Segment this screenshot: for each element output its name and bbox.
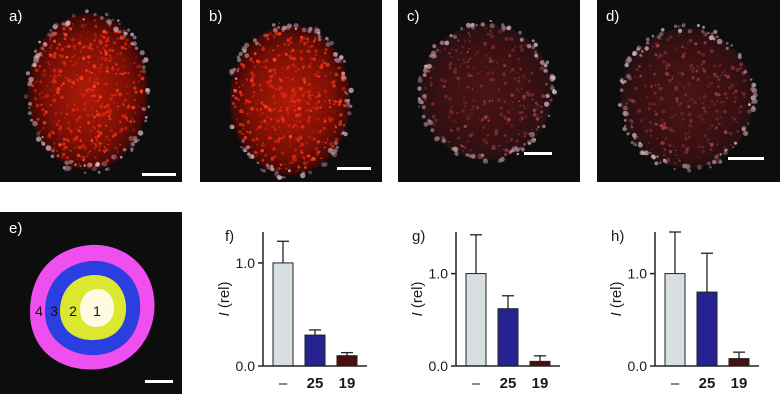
cell-rim bbox=[618, 23, 758, 173]
chart-label-f: f) bbox=[225, 228, 235, 245]
micrograph-a: a) bbox=[0, 0, 182, 182]
scale-bar-e bbox=[145, 380, 173, 383]
zone-1-core bbox=[80, 289, 114, 327]
x-tick-label: – bbox=[279, 375, 288, 392]
fluorescence-speckle bbox=[625, 32, 750, 165]
zone-rings bbox=[30, 244, 155, 370]
scale-bar-c bbox=[524, 152, 552, 155]
bar-19 bbox=[728, 358, 750, 367]
chart-f-svg: 0.0 1.0I (rel) – 25 19 bbox=[216, 232, 367, 392]
bar-– bbox=[664, 273, 686, 367]
micrograph-b: b) bbox=[200, 0, 382, 182]
micrograph-d: d) bbox=[597, 0, 780, 182]
zone-label-4: 4 bbox=[35, 303, 43, 319]
bar-chart-g: g) 0.0 1.0 I (rel) – 25 19 bbox=[398, 212, 578, 400]
y-tick-label: 0.0 bbox=[236, 358, 256, 374]
bar-25 bbox=[497, 308, 519, 367]
chart-h-svg: 0.0 1.0I (rel) – 25 19 bbox=[608, 231, 759, 392]
zone-label-1: 1 bbox=[93, 303, 101, 319]
y-axis-label: I (rel) bbox=[409, 281, 426, 316]
scale-bar-d bbox=[728, 157, 764, 160]
bar-19 bbox=[336, 355, 358, 367]
cell-rim bbox=[229, 22, 354, 181]
y-tick-label: 1.0 bbox=[628, 266, 648, 282]
bar-25 bbox=[696, 291, 718, 367]
spheroid-b bbox=[229, 22, 354, 181]
x-tick-label: – bbox=[671, 375, 680, 392]
y-tick-label: 0.0 bbox=[429, 358, 449, 374]
spheroid-a bbox=[23, 9, 151, 174]
fluorescence-speckle bbox=[233, 30, 346, 172]
spheroid-body bbox=[621, 28, 753, 168]
chart-label-h: h) bbox=[611, 228, 625, 245]
bar-chart-h: h) 0.0 1.0 I (rel) – 25 19 bbox=[597, 212, 780, 400]
x-tick-label: 25 bbox=[500, 375, 517, 392]
bar-chart-f: f) 0.0 1.0 I (rel) – 25 19 bbox=[205, 212, 385, 400]
fluorescence-speckle bbox=[31, 17, 145, 166]
chart-label-g: g) bbox=[412, 228, 426, 245]
y-tick-label: 0.0 bbox=[628, 358, 648, 374]
spheroid-d bbox=[618, 23, 758, 173]
x-tick-label: 25 bbox=[699, 375, 716, 392]
spheroid-c bbox=[417, 19, 557, 164]
panel-label-a: a) bbox=[9, 8, 23, 25]
zone-map-e: e) 1 2 3 4 bbox=[0, 212, 182, 394]
zone-label-2: 2 bbox=[69, 303, 77, 319]
bar-25 bbox=[304, 334, 326, 367]
panel-label-e: e) bbox=[9, 220, 23, 237]
scale-bar-b bbox=[337, 167, 371, 170]
x-tick-label: 19 bbox=[731, 375, 748, 392]
y-tick-label: 1.0 bbox=[429, 266, 449, 282]
spheroid-body bbox=[420, 24, 552, 160]
cell-rim bbox=[417, 19, 557, 164]
zone-label-3: 3 bbox=[50, 303, 58, 319]
scale-bar-a bbox=[142, 173, 176, 176]
y-axis-label: I (rel) bbox=[216, 281, 233, 316]
bar-– bbox=[272, 262, 294, 367]
chart-g-svg: 0.0 1.0I (rel) – 25 19 bbox=[409, 232, 560, 392]
panel-label-d: d) bbox=[606, 8, 620, 25]
cell-rim bbox=[23, 9, 151, 174]
y-tick-label: 1.0 bbox=[236, 255, 256, 271]
micrograph-c: c) bbox=[398, 0, 580, 182]
y-axis-label: I (rel) bbox=[608, 281, 625, 316]
spheroid-body bbox=[28, 14, 148, 170]
x-tick-label: – bbox=[472, 375, 481, 392]
x-tick-label: 19 bbox=[532, 375, 549, 392]
x-tick-label: 19 bbox=[339, 375, 356, 392]
x-tick-label: 25 bbox=[307, 375, 324, 392]
panel-label-c: c) bbox=[407, 8, 420, 25]
bar-– bbox=[465, 273, 487, 367]
panel-label-b: b) bbox=[209, 8, 223, 25]
